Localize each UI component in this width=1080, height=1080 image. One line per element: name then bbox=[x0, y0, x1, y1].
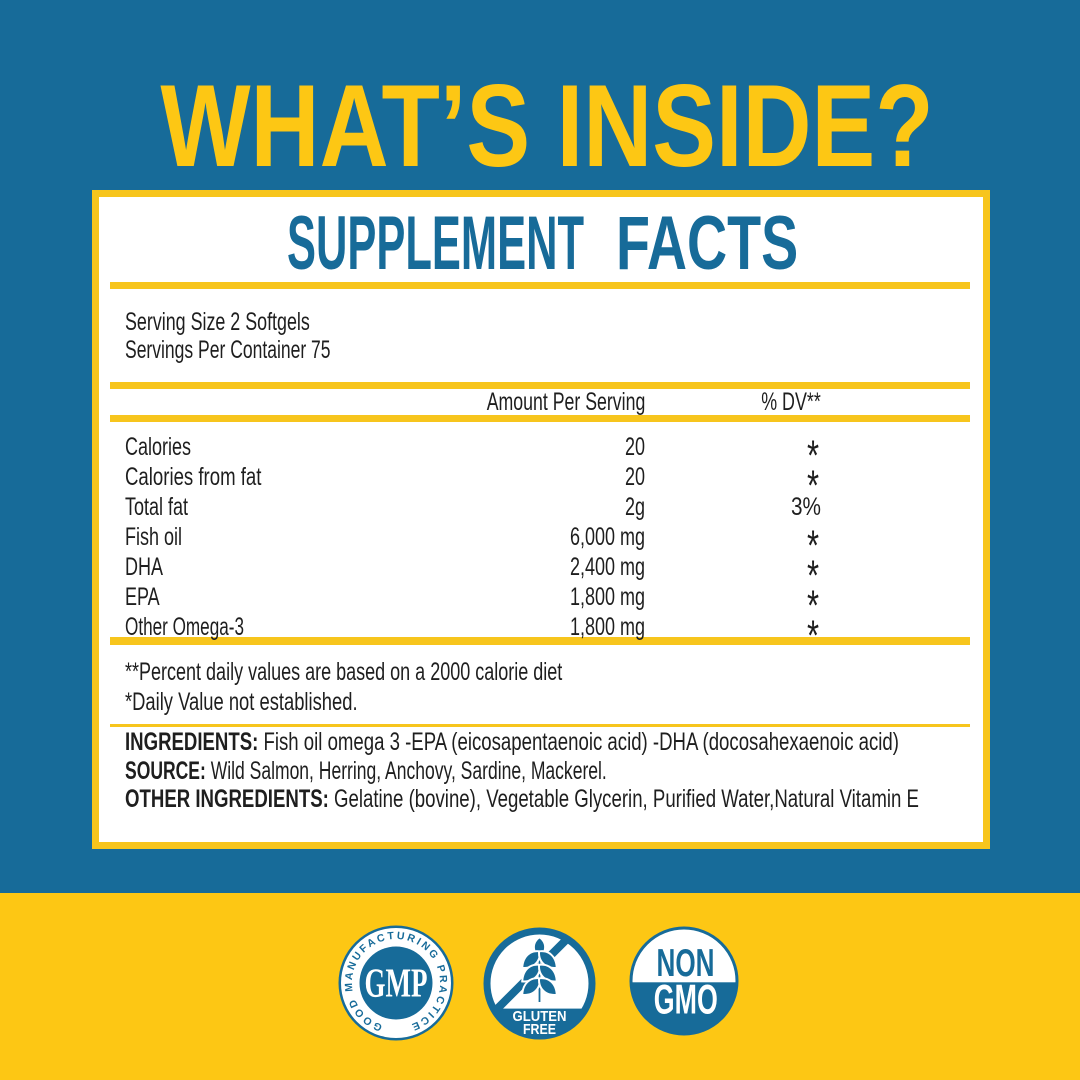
svg-text:FREE: FREE bbox=[523, 1021, 556, 1038]
svg-text:NON: NON bbox=[657, 942, 715, 985]
svg-text:GLUTEN: GLUTEN bbox=[513, 1008, 567, 1025]
svg-text:GMO: GMO bbox=[654, 975, 718, 1022]
svg-text:GMP: GMP bbox=[365, 960, 428, 1006]
